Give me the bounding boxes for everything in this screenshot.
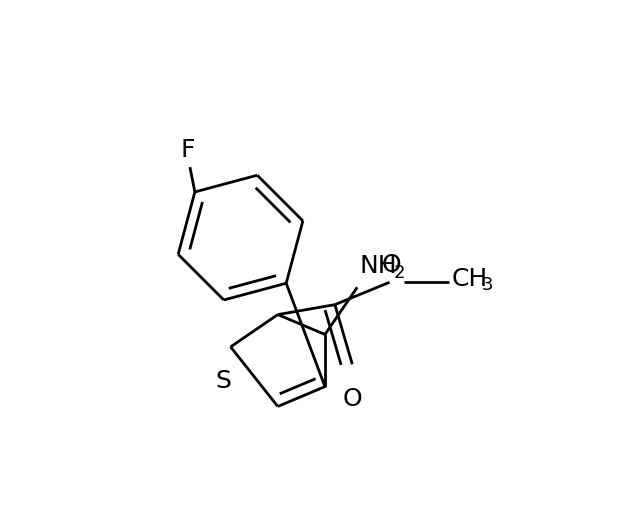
Text: 2: 2 [394,264,405,282]
Text: NH: NH [360,255,397,278]
Text: O: O [381,254,401,277]
Text: O: O [342,387,362,411]
Text: F: F [180,138,195,162]
Text: S: S [215,369,231,393]
Text: 3: 3 [481,276,493,294]
Text: CH: CH [452,267,488,291]
